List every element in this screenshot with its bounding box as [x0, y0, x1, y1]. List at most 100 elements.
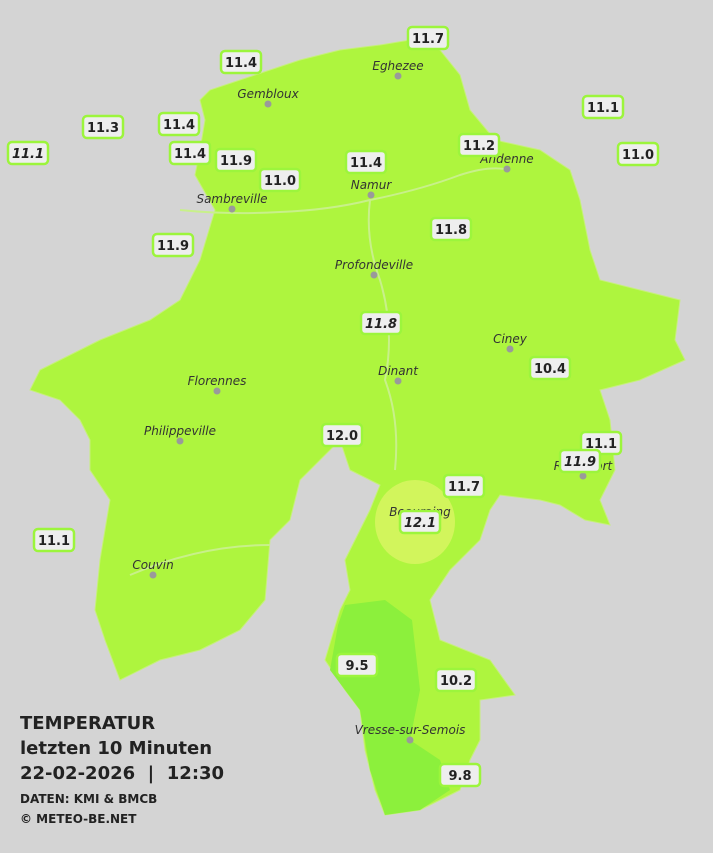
city-dot	[149, 571, 157, 579]
stations: 11.7 11.4 11.1 11.3 11.4 11.2 11.1 11.4 11.9 11.4…	[6, 25, 660, 788]
station-value: 11.1	[585, 437, 617, 452]
station: 12.1	[398, 509, 442, 535]
station-value: 11.7	[412, 32, 444, 47]
station: 11.4	[157, 111, 201, 137]
station: 9.8	[438, 762, 482, 788]
legend-title: TEMPERATUR	[20, 713, 155, 734]
station-value: 11.7	[448, 480, 480, 495]
station: 11.0	[616, 141, 660, 167]
city-dot	[406, 736, 414, 744]
station-box	[219, 49, 263, 75]
station-value: 11.8	[435, 223, 467, 238]
city-dot	[506, 345, 514, 353]
station-box	[168, 140, 212, 166]
station-box	[344, 149, 388, 175]
station-box	[434, 667, 478, 693]
station-box	[429, 216, 473, 242]
station-box	[32, 527, 76, 553]
station: 11.7	[442, 473, 486, 499]
station-value: 11.1	[38, 534, 70, 549]
station-box	[151, 232, 195, 258]
station-box	[6, 140, 50, 166]
station: 11.1	[579, 430, 623, 456]
station: 11.0	[258, 167, 302, 193]
station-box	[442, 473, 486, 499]
legend-period: letzten 10 Minuten	[20, 738, 212, 759]
city-dot	[228, 205, 236, 213]
station-box	[157, 111, 201, 137]
station: 11.4	[344, 149, 388, 175]
legend-source: DATEN: KMI & BMCB	[20, 792, 157, 806]
station: 11.1	[6, 140, 50, 166]
station-box	[359, 310, 403, 336]
station: 9.5	[335, 652, 379, 678]
station: 11.4	[219, 49, 263, 75]
city-label: Florennes	[188, 374, 247, 388]
station: 10.2	[434, 667, 478, 693]
station-box	[81, 114, 125, 140]
station-box	[616, 141, 660, 167]
station-box	[258, 167, 302, 193]
station: 11.7	[406, 25, 450, 51]
station-box	[457, 132, 501, 158]
station-value: 11.2	[463, 139, 495, 154]
city-label: Sambreville	[196, 192, 267, 206]
station-value: 11.1	[587, 101, 619, 116]
station: 11.1	[581, 94, 625, 120]
city-dot	[213, 387, 221, 395]
station: 11.3	[81, 114, 125, 140]
station-value: 11.9	[564, 455, 596, 470]
station-value: 10.4	[534, 362, 566, 377]
city-dot	[394, 377, 402, 385]
legend-datetime: 22-02-2026 | 12:30	[20, 763, 224, 784]
station-box	[214, 147, 258, 173]
station-value: 11.3	[87, 121, 119, 136]
station-value: 11.9	[220, 154, 252, 169]
station-value: 11.8	[365, 317, 397, 332]
city-dot	[579, 472, 587, 480]
city-dot	[370, 271, 378, 279]
station-value: 11.0	[622, 148, 654, 163]
station-box	[406, 25, 450, 51]
city-dot	[503, 165, 511, 173]
station-box	[528, 355, 572, 381]
station-box	[335, 652, 379, 678]
city-label: Gembloux	[237, 87, 299, 101]
city-label: Vresse-sur-Semois	[355, 723, 466, 737]
station-value: 11.4	[163, 118, 195, 133]
station-value: 11.9	[157, 239, 189, 254]
station-value: 10.2	[440, 674, 472, 689]
station-value: 12.0	[326, 429, 358, 444]
station-value: 11.4	[225, 56, 257, 71]
city-label: Namur	[351, 178, 393, 192]
station-value: 11.1	[12, 147, 44, 162]
city-dot	[394, 72, 402, 80]
station: 11.8	[429, 216, 473, 242]
station: 10.4	[528, 355, 572, 381]
station: 11.8	[359, 310, 403, 336]
city-dot	[264, 100, 272, 108]
city-label: Dinant	[378, 364, 419, 378]
station-box	[320, 422, 364, 448]
city-label: Profondeville	[335, 258, 413, 272]
station: 11.4	[168, 140, 212, 166]
city-label: Couvin	[132, 558, 173, 572]
station: 11.1	[32, 527, 76, 553]
station-value: 9.5	[345, 659, 368, 674]
station: 11.2	[457, 132, 501, 158]
station: 11.9	[151, 232, 195, 258]
city-dot	[367, 191, 375, 199]
station-value: 11.0	[264, 174, 296, 189]
station-value: 11.4	[350, 156, 382, 171]
city-label: Philippeville	[144, 424, 216, 438]
station-value: 12.1	[404, 516, 436, 531]
station: 12.0	[320, 422, 364, 448]
legend-copyright: © METEO-BE.NET	[20, 812, 137, 826]
station-box	[438, 762, 482, 788]
station-box	[581, 94, 625, 120]
station-box	[558, 448, 602, 474]
city-dot	[176, 437, 184, 445]
station: 11.9	[558, 448, 602, 474]
station-box	[398, 509, 442, 535]
